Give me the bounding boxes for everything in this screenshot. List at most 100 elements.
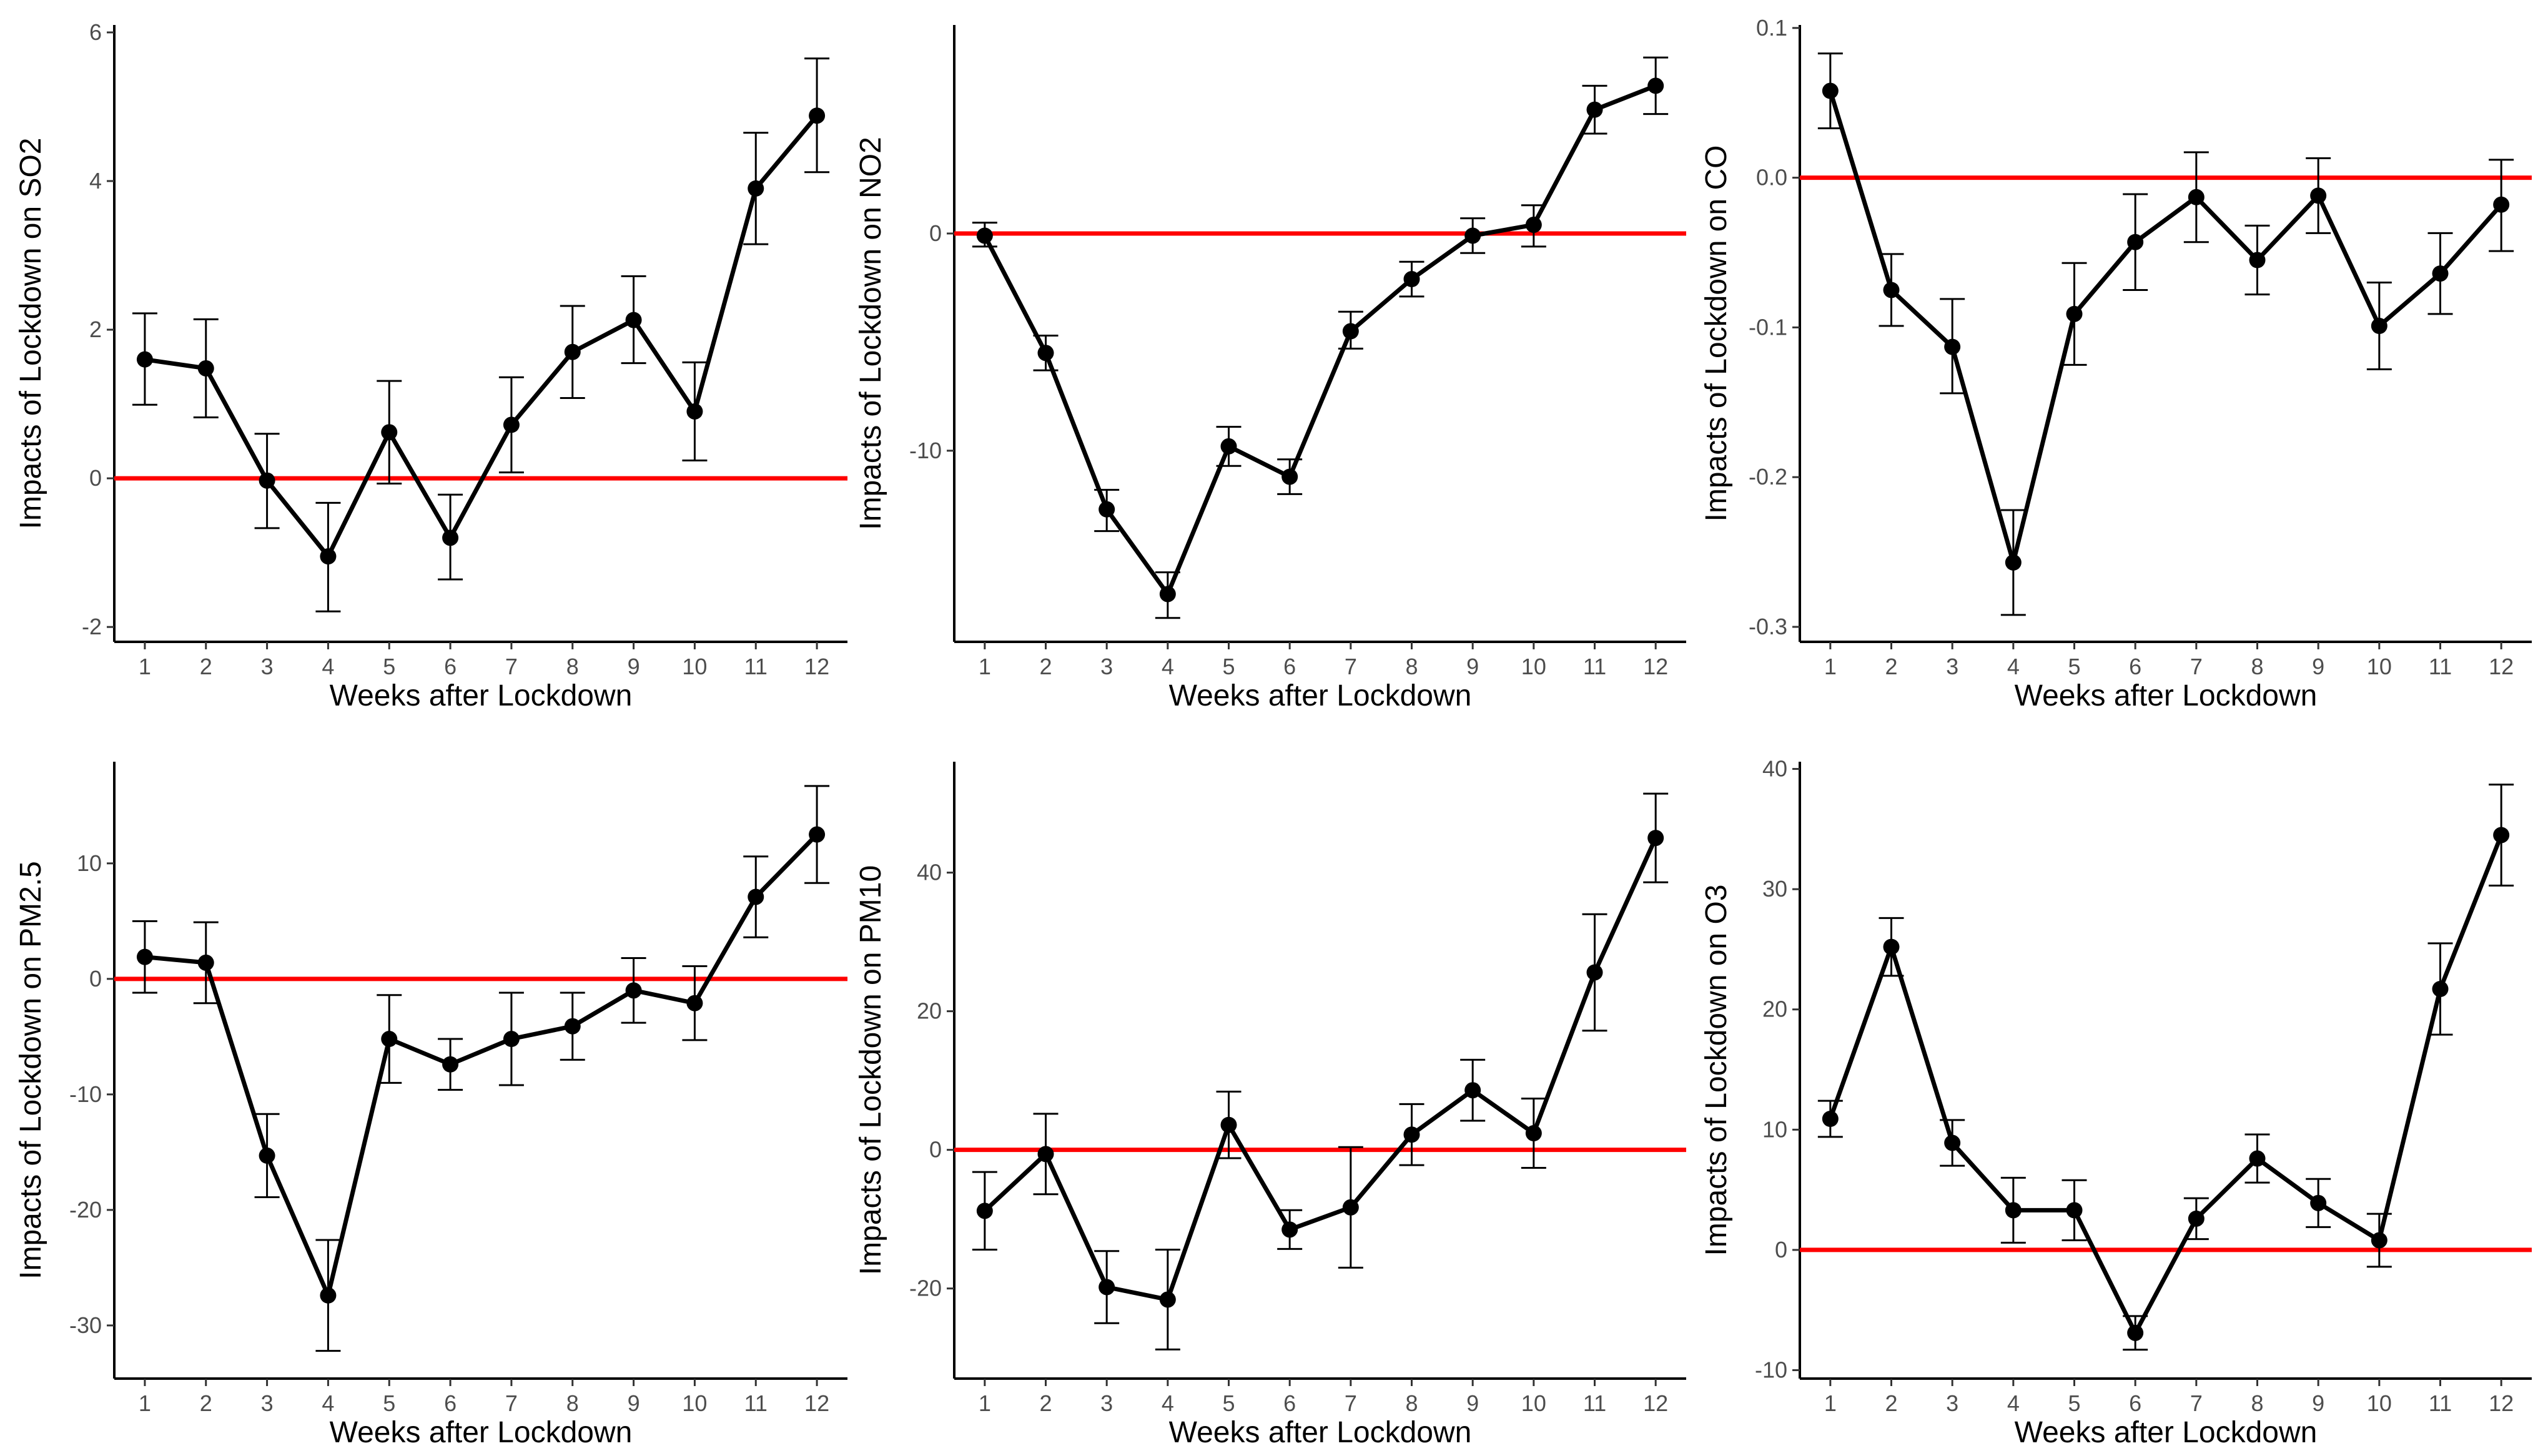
x-tick-label: 8 (1405, 1390, 1418, 1416)
data-point (2432, 981, 2449, 997)
x-tick-label: 12 (804, 654, 829, 679)
x-tick-label: 8 (2251, 654, 2263, 679)
x-tick-label: 5 (383, 654, 395, 679)
data-point (1883, 282, 1900, 298)
data-point (1647, 77, 1664, 94)
data-point (1944, 1134, 1961, 1151)
data-point (748, 888, 764, 905)
data-point (625, 312, 642, 328)
x-tick-label: 2 (200, 1390, 212, 1416)
data-point (1403, 1126, 1420, 1143)
x-axis-title: Weeks after Lockdown (330, 679, 633, 712)
data-point (1220, 1116, 1237, 1133)
x-axis-title: Weeks after Lockdown (1169, 1416, 1472, 1449)
data-point (1281, 1221, 1298, 1238)
data-point (2188, 189, 2205, 205)
x-tick-label: 11 (744, 1390, 768, 1416)
x-tick-label: 5 (383, 1390, 395, 1416)
y-axis-title: Impacts of Lockdown on O3 (1700, 885, 1733, 1256)
data-point (2493, 196, 2510, 213)
data-point (2432, 265, 2449, 282)
x-tick-label: 12 (2489, 654, 2514, 679)
x-tick-label: 10 (682, 654, 707, 679)
data-point (1525, 217, 1542, 234)
series-line (1828, 90, 2503, 565)
x-tick-label: 2 (1885, 1390, 1897, 1416)
x-axis-title: Weeks after Lockdown (330, 1416, 633, 1449)
y-tick-label: 10 (77, 850, 102, 876)
y-axis-title: Impacts of Lockdown on SO2 (14, 138, 47, 529)
x-tick-label: 1 (139, 654, 151, 679)
series-line (982, 84, 1657, 596)
y-tick-label: 10 (1762, 1116, 1787, 1142)
x-tick-label: 6 (444, 654, 457, 679)
data-point (503, 416, 520, 433)
x-tick-label: 12 (1643, 1390, 1668, 1416)
data-point (809, 826, 826, 843)
data-point (1281, 468, 1298, 485)
x-tick-label: 2 (1885, 654, 1897, 679)
y-tick-label: -2 (82, 614, 102, 639)
x-tick-label: 8 (1405, 654, 1418, 679)
data-point (1099, 501, 1115, 518)
y-tick-label: 0 (89, 966, 102, 991)
y-tick-label: 2 (89, 317, 102, 342)
data-point (2249, 252, 2266, 268)
y-tick-label: -0.1 (1749, 314, 1787, 340)
data-point (197, 954, 214, 971)
y-tick-label: 0 (1775, 1237, 1787, 1262)
x-axis-title: Weeks after Lockdown (2015, 679, 2318, 712)
x-tick-label: 10 (2367, 654, 2392, 679)
x-tick-label: 9 (2312, 1390, 2324, 1416)
data-point (381, 1031, 398, 1048)
x-tick-label: 5 (1222, 654, 1235, 679)
y-tick-label: 0 (89, 465, 102, 491)
y-tick-label: 4 (89, 168, 102, 194)
x-tick-label: 7 (2190, 654, 2203, 679)
x-tick-label: 4 (322, 654, 334, 679)
x-tick-label: 9 (628, 654, 640, 679)
x-tick-label: 6 (1283, 654, 1296, 679)
data-point (1464, 1082, 1481, 1099)
x-tick-label: 7 (1345, 654, 1357, 679)
data-point (686, 403, 703, 420)
data-point (2066, 1202, 2083, 1219)
x-tick-label: 7 (2190, 1390, 2203, 1416)
data-point (1464, 227, 1481, 244)
y-tick-label: -20 (69, 1197, 102, 1222)
x-tick-label: 10 (2367, 1390, 2392, 1416)
series-line (144, 833, 819, 1298)
data-point (1099, 1279, 1115, 1296)
x-tick-label: 4 (1162, 1390, 1174, 1416)
x-tick-label: 2 (1039, 1390, 1052, 1416)
data-point (1037, 345, 1054, 362)
series-line (1828, 834, 2504, 1335)
data-point (1647, 830, 1664, 847)
x-tick-label: 4 (322, 1390, 334, 1416)
x-tick-label: 1 (979, 1390, 991, 1416)
data-point (976, 1203, 993, 1219)
y-tick-label: -0.2 (1749, 464, 1787, 489)
y-tick-label: 0.1 (1756, 15, 1787, 41)
x-tick-label: 6 (2129, 1390, 2141, 1416)
data-point (1586, 964, 1603, 981)
x-tick-label: 9 (1466, 654, 1479, 679)
data-point (1822, 1111, 1839, 1127)
x-tick-label: 3 (1100, 654, 1113, 679)
x-tick-label: 7 (1345, 1390, 1357, 1416)
data-point (748, 180, 764, 197)
y-tick-label: -20 (909, 1276, 942, 1301)
x-tick-label: 6 (2129, 654, 2141, 679)
x-tick-label: 11 (744, 654, 768, 679)
y-tick-label: 40 (1762, 756, 1787, 782)
x-tick-label: 10 (682, 1390, 707, 1416)
x-tick-label: 12 (804, 1390, 829, 1416)
y-tick-label: -10 (909, 438, 942, 463)
data-point (1403, 271, 1420, 288)
x-tick-label: 8 (2251, 1390, 2263, 1416)
x-tick-label: 9 (2312, 654, 2324, 679)
data-point (2005, 1202, 2022, 1219)
